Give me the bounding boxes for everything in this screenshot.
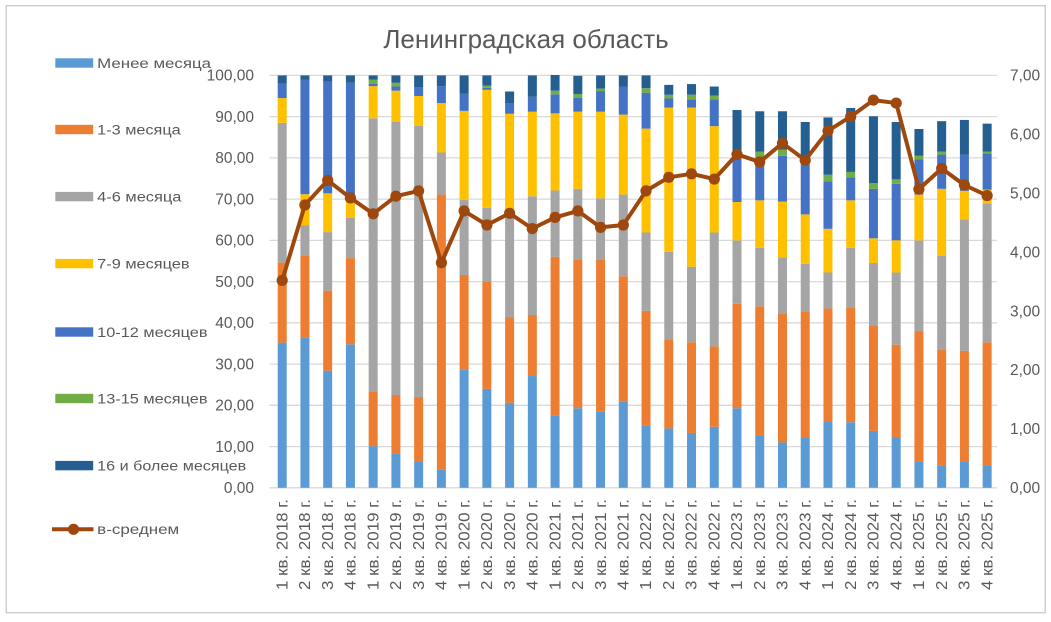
svg-text:3 кв. 2022 г.: 3 кв. 2022 г.: [684, 499, 701, 590]
svg-text:1 кв. 2021 г.: 1 кв. 2021 г.: [547, 499, 564, 590]
svg-text:4 кв. 2024 г.: 4 кв. 2024 г.: [888, 499, 905, 590]
svg-text:Ленинградская область: Ленинградская область: [383, 24, 668, 54]
svg-text:1 кв. 2020 г.: 1 кв. 2020 г.: [456, 499, 473, 590]
svg-text:50,00: 50,00: [215, 274, 254, 291]
svg-text:7-9 месяцев: 7-9 месяцев: [97, 256, 189, 271]
svg-text:1-3 месяца: 1-3 месяца: [97, 122, 181, 137]
svg-text:90,00: 90,00: [215, 109, 254, 126]
svg-text:1 кв. 2022 г.: 1 кв. 2022 г.: [638, 499, 655, 590]
svg-text:0,00: 0,00: [224, 480, 255, 497]
svg-text:7,00: 7,00: [1010, 68, 1041, 85]
svg-text:4 кв. 2022 г.: 4 кв. 2022 г.: [707, 499, 724, 590]
svg-text:4 кв. 2021 г.: 4 кв. 2021 г.: [616, 499, 633, 590]
svg-text:3 кв. 2018 г.: 3 кв. 2018 г.: [320, 499, 337, 590]
svg-text:2 кв. 2024 г.: 2 кв. 2024 г.: [843, 499, 860, 590]
svg-text:3,00: 3,00: [1010, 303, 1041, 320]
svg-text:3 кв. 2025 г.: 3 кв. 2025 г.: [957, 499, 974, 590]
svg-text:4 кв. 2018 г.: 4 кв. 2018 г.: [343, 499, 360, 590]
svg-text:4 кв. 2019 г.: 4 кв. 2019 г.: [434, 499, 451, 590]
svg-text:3 кв. 2021 г.: 3 кв. 2021 г.: [593, 499, 610, 590]
svg-text:1 кв. 2024 г.: 1 кв. 2024 г.: [820, 499, 837, 590]
svg-text:6,00: 6,00: [1010, 127, 1041, 144]
svg-text:1 кв. 2025 г.: 1 кв. 2025 г.: [911, 499, 928, 590]
svg-text:0,00: 0,00: [1010, 480, 1041, 497]
svg-text:5,00: 5,00: [1010, 185, 1041, 202]
svg-text:40,00: 40,00: [215, 315, 254, 332]
svg-text:80,00: 80,00: [215, 150, 254, 167]
svg-text:2 кв. 2020 г.: 2 кв. 2020 г.: [479, 499, 496, 590]
svg-text:4 кв. 2020 г.: 4 кв. 2020 г.: [525, 499, 542, 590]
svg-text:4 кв. 2023 г.: 4 кв. 2023 г.: [797, 499, 814, 590]
svg-text:3 кв. 2019 г.: 3 кв. 2019 г.: [411, 499, 428, 590]
svg-text:2 кв. 2019 г.: 2 кв. 2019 г.: [388, 499, 405, 590]
svg-text:10,00: 10,00: [215, 439, 254, 456]
svg-text:20,00: 20,00: [215, 398, 254, 415]
svg-text:2,00: 2,00: [1010, 362, 1041, 379]
svg-text:2 кв. 2022 г.: 2 кв. 2022 г.: [661, 499, 678, 590]
svg-text:2 кв. 2021 г.: 2 кв. 2021 г.: [570, 499, 587, 590]
svg-text:3 кв. 2020 г.: 3 кв. 2020 г.: [502, 499, 519, 590]
svg-text:в-среднем: в-среднем: [97, 522, 179, 537]
svg-text:13-15 месяцев: 13-15 месяцев: [97, 391, 207, 406]
svg-text:2 кв. 2023 г.: 2 кв. 2023 г.: [752, 499, 769, 590]
svg-text:16 и более месяцев: 16 и более месяцев: [97, 458, 246, 473]
svg-text:60,00: 60,00: [215, 233, 254, 250]
svg-text:1,00: 1,00: [1010, 421, 1041, 438]
svg-text:2 кв. 2018 г.: 2 кв. 2018 г.: [297, 499, 314, 590]
svg-text:2 кв. 2025 г.: 2 кв. 2025 г.: [934, 499, 951, 590]
svg-text:30,00: 30,00: [215, 356, 254, 373]
svg-text:3 кв. 2023 г.: 3 кв. 2023 г.: [775, 499, 792, 590]
svg-text:70,00: 70,00: [215, 191, 254, 208]
svg-text:10-12 месяцев: 10-12 месяцев: [97, 325, 207, 340]
svg-text:1 кв. 2019 г.: 1 кв. 2019 г.: [365, 499, 382, 590]
svg-text:4-6 месяца: 4-6 месяца: [97, 189, 182, 204]
svg-text:1 кв. 2023 г.: 1 кв. 2023 г.: [729, 499, 746, 590]
svg-text:Менее месяца: Менее месяца: [97, 56, 211, 71]
svg-text:1 кв. 2018 г.: 1 кв. 2018 г.: [274, 499, 291, 590]
svg-text:100,00: 100,00: [207, 68, 255, 85]
svg-text:4,00: 4,00: [1010, 244, 1041, 261]
svg-text:3 кв. 2024 г.: 3 кв. 2024 г.: [866, 499, 883, 590]
svg-text:4 кв. 2025 г.: 4 кв. 2025 г.: [979, 499, 996, 590]
